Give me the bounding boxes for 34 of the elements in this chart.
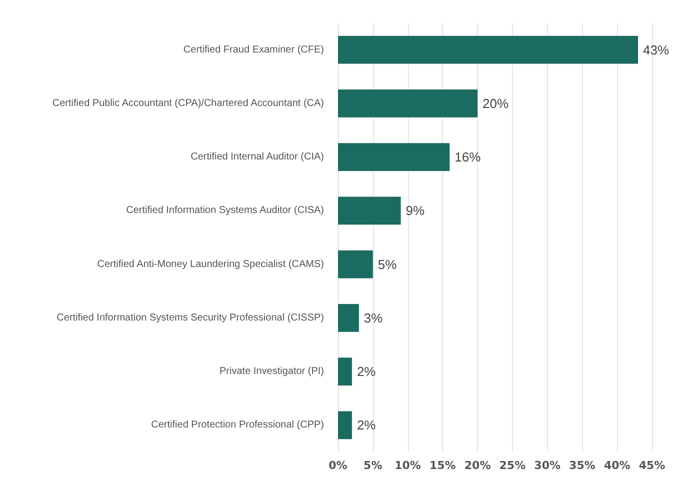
bar (338, 36, 638, 64)
data-label: 20% (482, 96, 510, 111)
x-tick-label: 25% (499, 459, 526, 472)
y-tick-label: Certified Internal Auditor (CIA) (190, 152, 324, 163)
x-tick-label: 15% (429, 459, 456, 472)
y-tick-label: Certified Information Systems Auditor (CISA) (126, 205, 324, 216)
y-tick-label: Certified Information Systems Security Professional (CISSP) (56, 312, 324, 324)
y-tick-label: Certified Anti-Money Laundering Specialist (CAMS) (97, 258, 324, 270)
x-tick-label: 45% (638, 459, 666, 472)
data-label: 43% (643, 42, 670, 58)
y-tick-label: Certified Fraud Examiner (CFE) (183, 44, 324, 56)
y-tick-label: Certified Protection Professional (CPP) (151, 420, 324, 431)
data-label: 9% (406, 203, 426, 218)
bar (338, 304, 359, 332)
x-tick-label: 30% (534, 459, 561, 472)
x-tick-label: 0% (328, 459, 348, 472)
bar (338, 143, 450, 172)
data-label: 2% (356, 364, 376, 380)
data-label: 16% (454, 150, 482, 165)
y-tick-label: Private Investigator (PI) (220, 366, 324, 378)
x-tick-label: 40% (604, 459, 630, 472)
bar (338, 358, 352, 386)
x-tick-label: 10% (394, 459, 421, 472)
bar (338, 411, 352, 440)
y-tick-label: Certified Public Accountant (CPA)/Chartered Accountant (CA) (52, 98, 324, 109)
bar (338, 250, 373, 278)
x-tick-label: 20% (464, 459, 491, 472)
data-label: 5% (378, 256, 398, 272)
x-tick-label: 35% (569, 459, 596, 472)
x-tick-label: 5% (364, 459, 382, 472)
bar (338, 89, 478, 118)
bar (338, 196, 401, 225)
data-label: 2% (356, 418, 376, 433)
data-label: 3% (364, 310, 384, 326)
